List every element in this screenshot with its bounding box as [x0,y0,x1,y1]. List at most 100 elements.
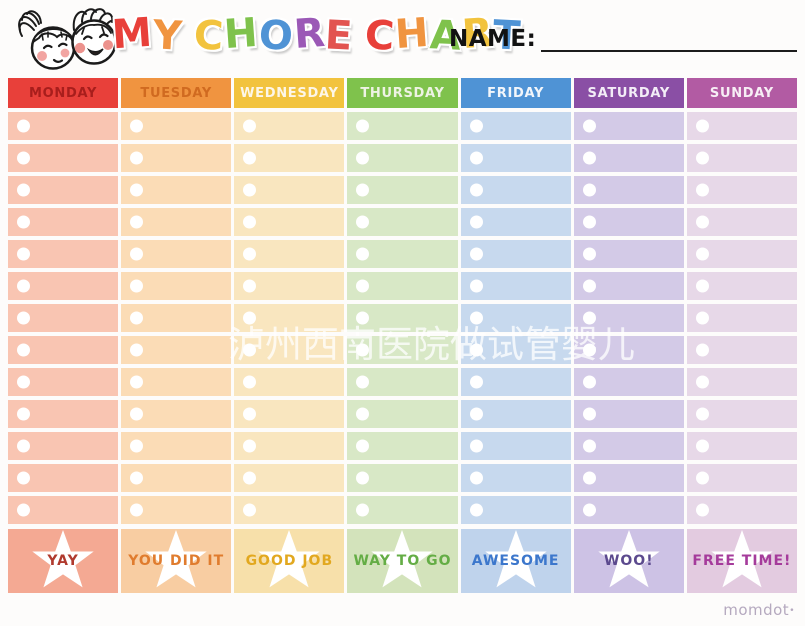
checkbox-circle[interactable] [356,215,370,229]
checkbox-circle[interactable] [130,439,144,453]
checkbox-circle[interactable] [130,407,144,421]
checkbox-circle[interactable] [356,311,370,325]
checkbox-circle[interactable] [130,279,144,293]
checkbox-circle[interactable] [695,407,709,421]
checkbox-circle[interactable] [17,375,30,389]
checkbox-circle[interactable] [130,471,144,485]
checkbox-circle[interactable] [695,311,709,325]
checkbox-circle[interactable] [17,247,30,261]
checkbox-circle[interactable] [582,439,596,453]
checkbox-circle[interactable] [469,311,483,325]
checkbox-circle[interactable] [243,311,257,325]
checkbox-circle[interactable] [17,183,30,197]
checkbox-circle[interactable] [582,247,596,261]
checkbox-circle[interactable] [695,375,709,389]
checkbox-circle[interactable] [582,215,596,229]
day-column-saturday: SATURDAY WOO! [573,78,684,593]
checkbox-circle[interactable] [469,503,483,517]
checkbox-circle[interactable] [695,343,709,357]
checkbox-circle[interactable] [243,215,257,229]
checkbox-circle[interactable] [243,183,257,197]
checkbox-circle[interactable] [469,151,483,165]
checkbox-circle[interactable] [17,439,30,453]
checkbox-circle[interactable] [695,279,709,293]
checkbox-circle[interactable] [582,407,596,421]
checkbox-circle[interactable] [356,183,370,197]
checkbox-circle[interactable] [469,215,483,229]
checkbox-circle[interactable] [17,471,30,485]
checkbox-circle[interactable] [243,151,257,165]
checkbox-circle[interactable] [243,471,257,485]
checkbox-circle[interactable] [695,471,709,485]
chore-row-cell [347,144,458,172]
checkbox-circle[interactable] [582,183,596,197]
checkbox-circle[interactable] [356,151,370,165]
checkbox-circle[interactable] [469,183,483,197]
checkbox-circle[interactable] [582,375,596,389]
checkbox-circle[interactable] [469,439,483,453]
checkbox-circle[interactable] [17,279,30,293]
checkbox-circle[interactable] [130,311,144,325]
checkbox-circle[interactable] [130,215,144,229]
checkbox-circle[interactable] [695,183,709,197]
checkbox-circle[interactable] [243,343,257,357]
checkbox-circle[interactable] [130,247,144,261]
checkbox-circle[interactable] [356,407,370,421]
checkbox-circle[interactable] [356,247,370,261]
checkbox-circle[interactable] [243,439,257,453]
checkbox-circle[interactable] [469,343,483,357]
checkbox-circle[interactable] [356,503,370,517]
checkbox-circle[interactable] [243,375,257,389]
checkbox-circle[interactable] [582,471,596,485]
checkbox-circle[interactable] [695,503,709,517]
checkbox-circle[interactable] [17,407,30,421]
checkbox-circle[interactable] [356,279,370,293]
checkbox-circle[interactable] [243,119,257,133]
checkbox-circle[interactable] [469,471,483,485]
checkbox-circle[interactable] [469,375,483,389]
checkbox-circle[interactable] [17,151,30,165]
checkbox-circle[interactable] [356,343,370,357]
checkbox-circle[interactable] [695,439,709,453]
chore-row-cell [8,144,119,172]
chore-row-cell [573,144,684,172]
checkbox-circle[interactable] [695,151,709,165]
checkbox-circle[interactable] [243,247,257,261]
checkbox-circle[interactable] [17,503,30,517]
checkbox-circle[interactable] [695,119,709,133]
checkbox-circle[interactable] [469,279,483,293]
checkbox-circle[interactable] [469,247,483,261]
checkbox-circle[interactable] [469,119,483,133]
checkbox-circle[interactable] [356,439,370,453]
checkbox-circle[interactable] [582,343,596,357]
checkbox-circle[interactable] [17,215,30,229]
chore-row-cell [121,240,232,268]
checkbox-circle[interactable] [582,279,596,293]
chore-row-cell [573,496,684,524]
checkbox-circle[interactable] [356,375,370,389]
chore-row-cell [8,112,119,140]
checkbox-circle[interactable] [130,503,144,517]
checkbox-circle[interactable] [582,119,596,133]
checkbox-circle[interactable] [130,375,144,389]
checkbox-circle[interactable] [582,503,596,517]
checkbox-circle[interactable] [356,471,370,485]
checkbox-circle[interactable] [243,279,257,293]
checkbox-circle[interactable] [130,119,144,133]
checkbox-circle[interactable] [17,343,30,357]
checkbox-circle[interactable] [17,311,30,325]
name-input-line[interactable] [541,24,797,52]
checkbox-circle[interactable] [243,503,257,517]
checkbox-circle[interactable] [695,247,709,261]
checkbox-circle[interactable] [17,119,30,133]
checkbox-circle[interactable] [582,151,596,165]
checkbox-circle[interactable] [582,311,596,325]
checkbox-circle[interactable] [356,119,370,133]
chore-row-cell [686,176,797,204]
checkbox-circle[interactable] [469,407,483,421]
checkbox-circle[interactable] [130,183,144,197]
checkbox-circle[interactable] [243,407,257,421]
checkbox-circle[interactable] [130,151,144,165]
checkbox-circle[interactable] [695,215,709,229]
checkbox-circle[interactable] [130,343,144,357]
